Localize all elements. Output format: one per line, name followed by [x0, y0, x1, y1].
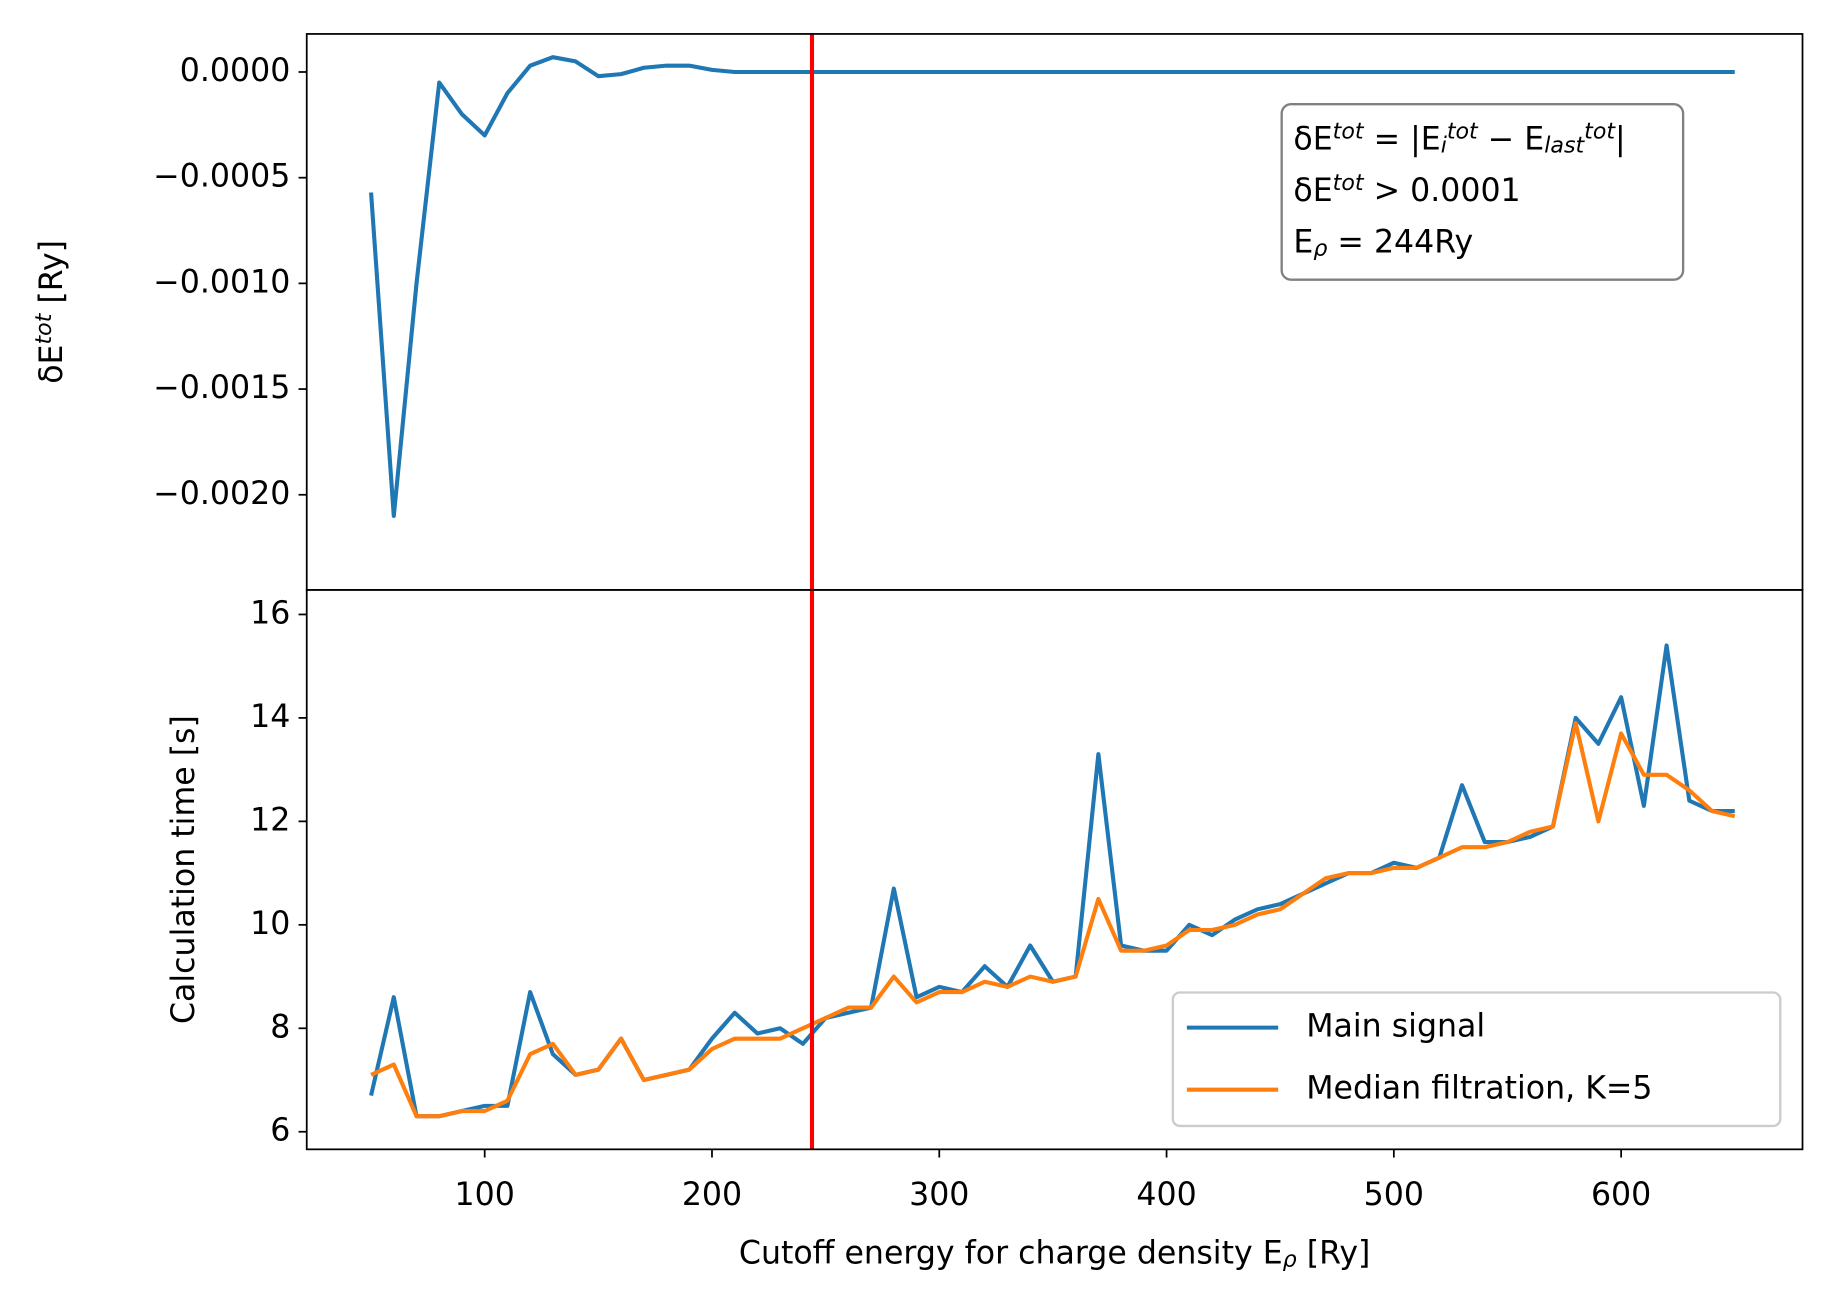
x-axis-label: Cutoff energy for charge density Eρ [Ry] — [739, 1236, 1370, 1273]
axes-frame — [305, 589, 1804, 1151]
data-line — [369, 55, 1735, 518]
y-tick-label: 0.0000 — [180, 53, 291, 89]
y-tick-label: −0.0005 — [153, 159, 290, 195]
y-axis-label: δEtot [Ry] — [30, 240, 69, 384]
data-line — [370, 721, 1736, 1119]
y-tick-label: 8 — [270, 1009, 290, 1045]
y-axis-label: Calculation time [s] — [166, 715, 202, 1024]
x-tick-label: 600 — [1591, 1177, 1651, 1213]
y-tick-label: −0.0020 — [153, 476, 290, 512]
legend-box — [1171, 991, 1782, 1128]
x-tick-label: 500 — [1364, 1177, 1424, 1213]
y-tick-label: 16 — [250, 595, 290, 631]
x-tick-label: 400 — [1136, 1177, 1196, 1213]
annotation-box — [1280, 102, 1685, 281]
x-tick-label: 300 — [909, 1177, 969, 1213]
annotation-line: δEtot = |Eitot − Elasttot| — [1293, 118, 1625, 158]
y-tick-label: −0.0010 — [153, 264, 290, 300]
y-tick-label: 10 — [250, 906, 290, 942]
y-tick-label: 6 — [270, 1113, 290, 1149]
legend-label: Main signal — [1306, 1009, 1485, 1045]
y-tick-label: 14 — [250, 699, 290, 735]
annotation-line: Eρ = 244Ry — [1293, 224, 1473, 261]
annotation-line: δEtot > 0.0001 — [1293, 170, 1520, 209]
legend-label: Median filtration, K=5 — [1306, 1071, 1652, 1107]
x-tick-label: 100 — [455, 1177, 515, 1213]
y-tick-label: 12 — [250, 802, 290, 838]
y-tick-label: −0.0015 — [153, 370, 290, 406]
x-tick-label: 200 — [682, 1177, 742, 1213]
